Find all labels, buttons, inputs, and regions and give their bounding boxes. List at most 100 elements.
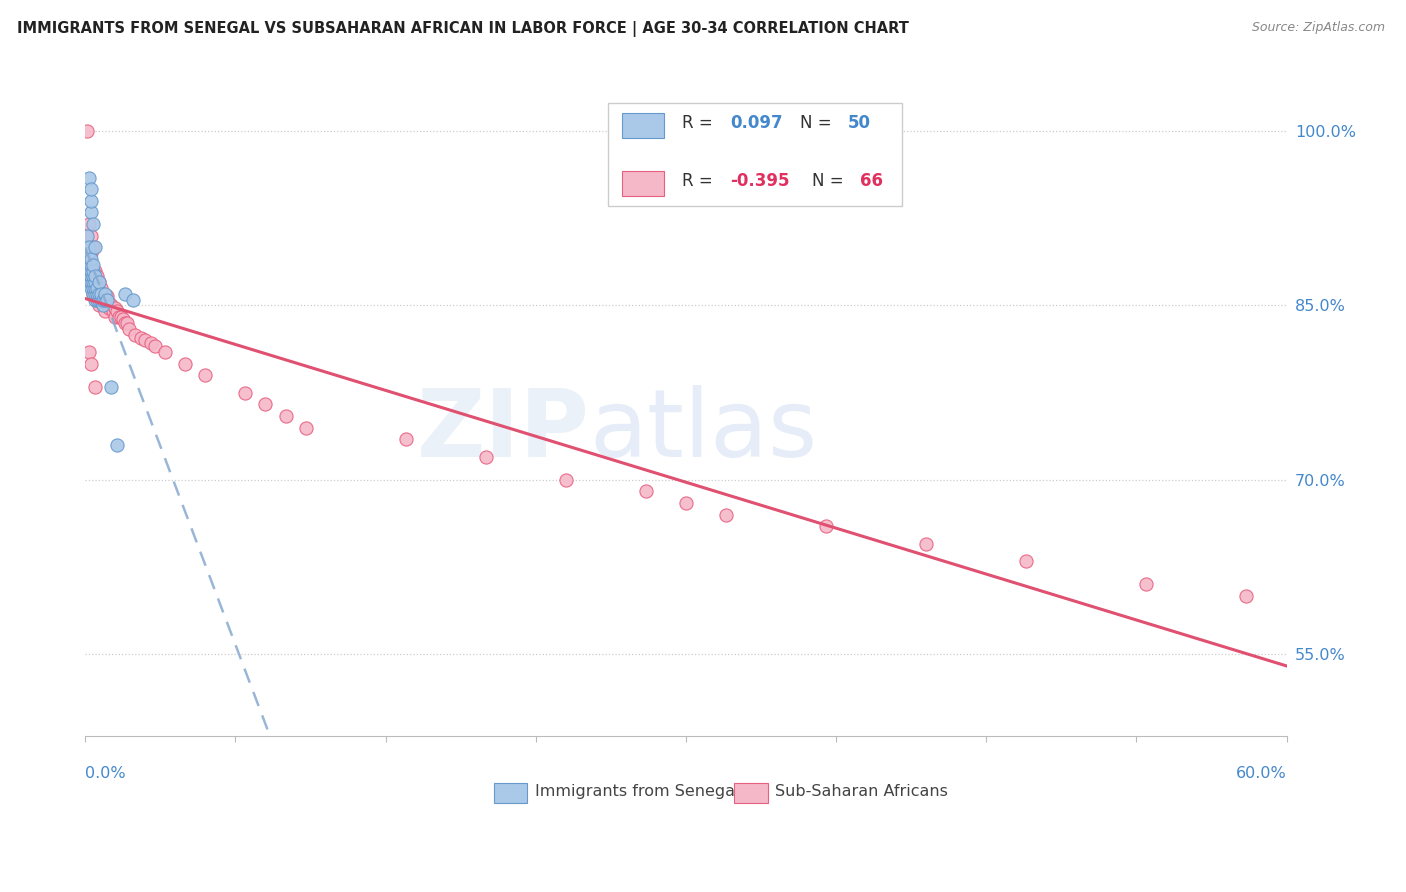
Point — [80, 263, 103, 277]
Point — [100, 298, 122, 312]
Text: 50: 50 — [848, 113, 872, 132]
Text: Immigrants from Senegal: Immigrants from Senegal — [534, 784, 740, 799]
Point — [124, 327, 146, 342]
Point — [134, 334, 156, 348]
Point — [90, 286, 112, 301]
Point — [89, 275, 111, 289]
Point — [79, 240, 101, 254]
Point — [80, 269, 103, 284]
Point — [915, 537, 938, 551]
Point — [110, 310, 132, 324]
Point — [79, 263, 101, 277]
Point — [100, 380, 122, 394]
Point — [86, 281, 108, 295]
Point — [80, 228, 103, 243]
Point — [82, 286, 104, 301]
Point — [86, 293, 108, 307]
Point — [294, 420, 316, 434]
Point — [94, 304, 117, 318]
Point — [82, 275, 104, 289]
Point — [89, 298, 111, 312]
Point — [104, 310, 127, 324]
Point — [82, 258, 104, 272]
Point — [91, 298, 114, 312]
Point — [114, 286, 136, 301]
Point — [117, 316, 139, 330]
Point — [80, 275, 103, 289]
Point — [80, 194, 103, 208]
Point — [194, 368, 217, 383]
Point — [80, 252, 103, 266]
Point — [84, 275, 107, 289]
Point — [89, 275, 111, 289]
Point — [91, 286, 114, 301]
Point — [98, 301, 121, 315]
Point — [84, 263, 107, 277]
Point — [76, 252, 98, 266]
Point — [104, 301, 127, 315]
Point — [79, 217, 101, 231]
Point — [131, 331, 153, 345]
Point — [89, 293, 111, 307]
Point — [89, 286, 111, 301]
Text: ZIP: ZIP — [418, 384, 589, 477]
Point — [80, 275, 103, 289]
Point — [86, 286, 108, 301]
Point — [79, 258, 101, 272]
Text: Sub-Saharan Africans: Sub-Saharan Africans — [775, 784, 948, 799]
Point — [86, 269, 108, 284]
Bar — [494, 783, 527, 803]
Point — [96, 293, 118, 307]
Text: atlas: atlas — [589, 384, 818, 477]
Bar — [734, 783, 768, 803]
Point — [114, 316, 136, 330]
Point — [84, 240, 107, 254]
Point — [82, 240, 104, 254]
Point — [84, 380, 107, 394]
Point — [103, 304, 125, 318]
Point — [80, 205, 103, 219]
FancyBboxPatch shape — [607, 103, 903, 205]
Point — [90, 293, 112, 307]
Point — [82, 281, 104, 295]
Point — [79, 252, 101, 266]
Point — [76, 223, 98, 237]
Point — [79, 345, 101, 359]
Point — [91, 293, 114, 307]
Point — [76, 240, 98, 254]
Text: 66: 66 — [860, 172, 883, 190]
Point — [1135, 577, 1157, 591]
Point — [1236, 589, 1258, 603]
Point — [94, 293, 117, 307]
Point — [79, 269, 101, 284]
Text: N =: N = — [813, 172, 849, 190]
Point — [141, 335, 163, 350]
Point — [76, 228, 98, 243]
Point — [554, 473, 576, 487]
Point — [108, 310, 131, 324]
Point — [90, 293, 112, 307]
Point — [174, 357, 197, 371]
Point — [80, 182, 103, 196]
Point — [1015, 554, 1038, 568]
Point — [155, 345, 177, 359]
Point — [86, 293, 108, 307]
Text: 0.097: 0.097 — [730, 113, 783, 132]
Point — [82, 263, 104, 277]
Text: N =: N = — [800, 113, 837, 132]
Point — [84, 275, 107, 289]
Text: R =: R = — [682, 113, 718, 132]
Point — [274, 409, 297, 423]
Point — [235, 385, 257, 400]
Point — [80, 281, 103, 295]
Text: -0.395: -0.395 — [730, 172, 790, 190]
Point — [145, 339, 167, 353]
Point — [118, 322, 141, 336]
Point — [84, 286, 107, 301]
Point — [105, 438, 128, 452]
Point — [394, 432, 416, 446]
Point — [80, 357, 103, 371]
Point — [94, 286, 117, 301]
Point — [90, 281, 112, 295]
Point — [84, 269, 107, 284]
